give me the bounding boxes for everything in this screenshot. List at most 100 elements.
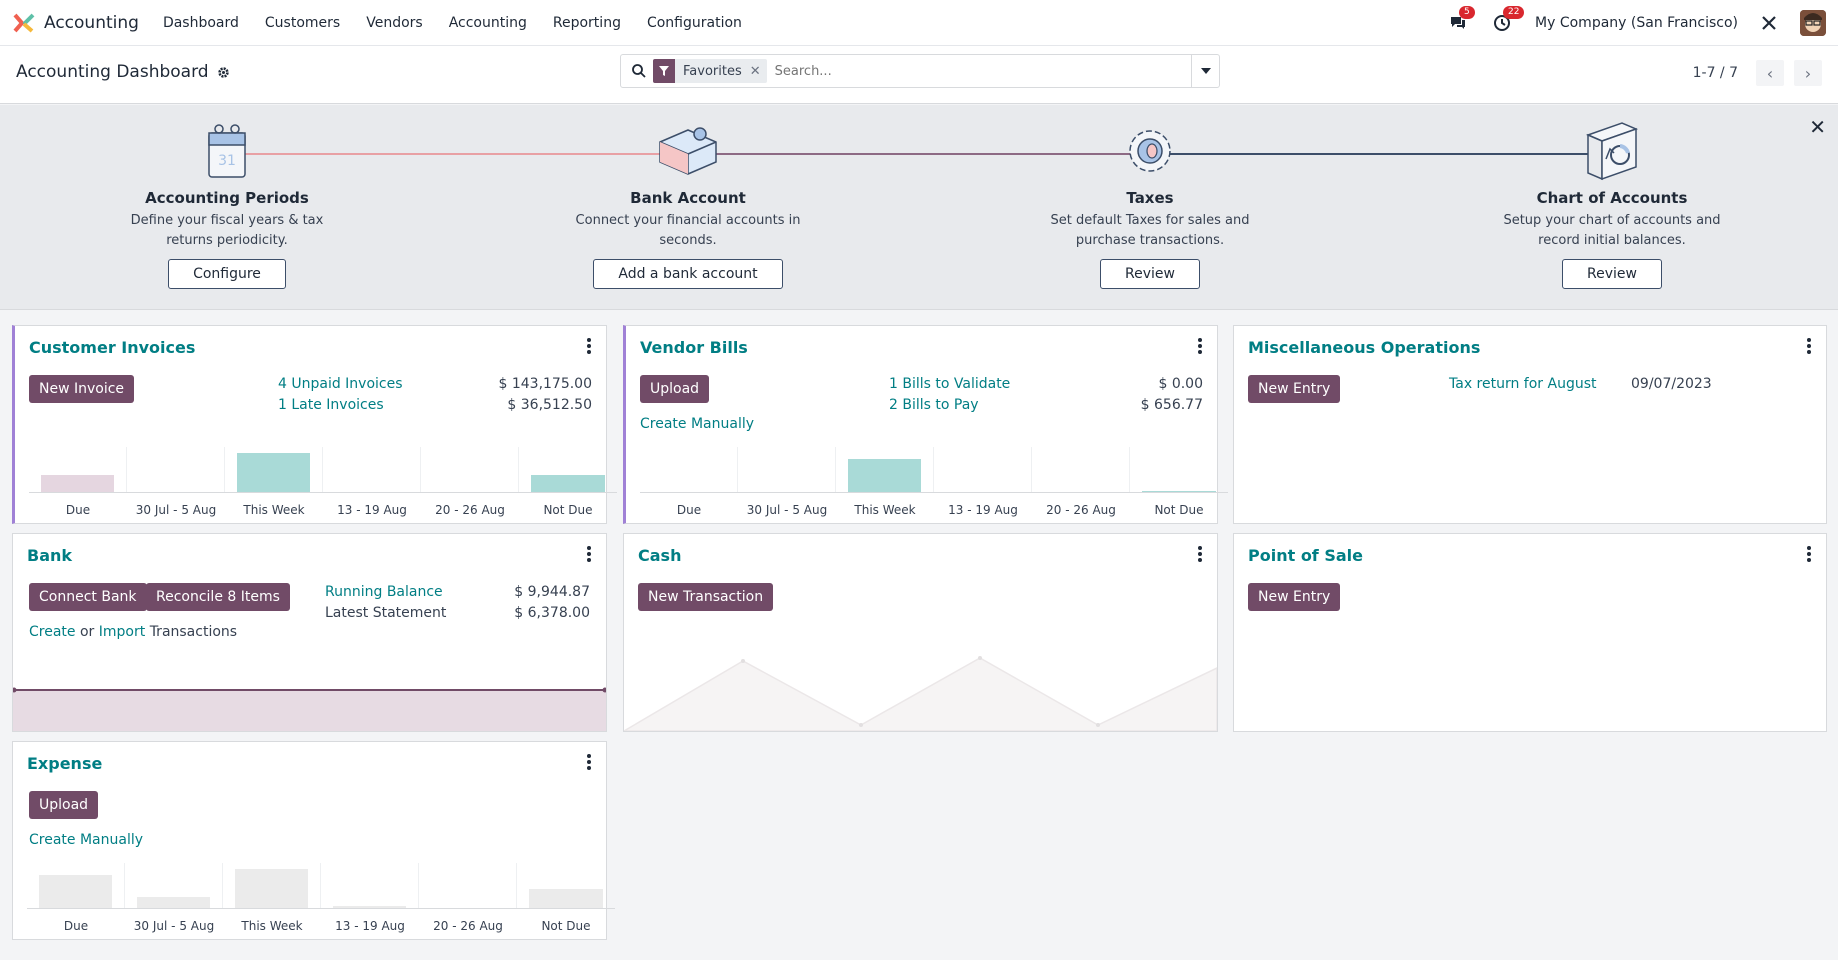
- nav-vendors[interactable]: Vendors: [366, 14, 423, 31]
- card-title[interactable]: Bank: [27, 546, 73, 565]
- nav-accounting[interactable]: Accounting: [448, 14, 527, 31]
- onboarding-step-taxes: Taxes Set default Taxes for sales and pu…: [1000, 117, 1300, 289]
- chart-bar[interactable]: [531, 475, 605, 493]
- nav-configuration[interactable]: Configuration: [646, 14, 742, 31]
- bills-to-validate-amount: $ 0.00: [1158, 376, 1203, 392]
- card-title[interactable]: Expense: [27, 754, 103, 773]
- search-icon[interactable]: [631, 63, 647, 79]
- tax-return-link[interactable]: Tax return for August: [1449, 376, 1597, 392]
- chart-x-label: This Week: [243, 503, 305, 517]
- chart-bar[interactable]: [39, 875, 112, 909]
- search-options-toggle[interactable]: [1191, 54, 1219, 88]
- chart-column: [1032, 447, 1130, 493]
- chart-bar[interactable]: [235, 869, 308, 909]
- nav-reporting[interactable]: Reporting: [552, 14, 621, 31]
- pager-previous-button[interactable]: ‹: [1756, 60, 1784, 86]
- add-bank-account-button[interactable]: Add a bank account: [593, 259, 783, 289]
- card-menu-kebab-icon[interactable]: [1197, 546, 1203, 562]
- top-navbar: Accounting Dashboard Customers Vendors A…: [0, 0, 1838, 46]
- taxes-review-button[interactable]: Review: [1100, 259, 1200, 289]
- reconcile-items-button[interactable]: Reconcile 8 Items: [146, 583, 290, 611]
- chart-bar[interactable]: [848, 459, 921, 493]
- unpaid-invoices-link[interactable]: 4 Unpaid Invoices: [278, 376, 403, 392]
- bills-to-pay-link[interactable]: 2 Bills to Pay: [889, 397, 979, 413]
- card-title[interactable]: Customer Invoices: [29, 338, 196, 357]
- new-invoice-button[interactable]: New Invoice: [29, 375, 135, 403]
- app-name[interactable]: Accounting: [44, 12, 139, 33]
- import-transactions-link[interactable]: Import: [98, 624, 146, 640]
- gear-icon[interactable]: [217, 66, 230, 79]
- upload-bill-button[interactable]: Upload: [640, 375, 710, 403]
- chat-icon: [1451, 17, 1466, 29]
- chart-of-accounts-review-button[interactable]: Review: [1562, 259, 1662, 289]
- new-entry-button[interactable]: New Entry: [1248, 375, 1341, 403]
- chart-baseline: [640, 492, 1228, 493]
- chart-bar[interactable]: [333, 905, 406, 909]
- bank-balance-area-chart[interactable]: [13, 686, 606, 731]
- avatar-face-icon: [1800, 10, 1826, 36]
- caret-down-icon: [1200, 68, 1211, 74]
- card-title[interactable]: Vendor Bills: [640, 338, 748, 357]
- cog-icon: [1129, 130, 1171, 172]
- expense-create-manually-link[interactable]: Create Manually: [29, 832, 144, 848]
- company-switcher[interactable]: My Company (San Francisco): [1535, 15, 1738, 31]
- running-balance-amount: $ 9,944.87: [514, 584, 590, 600]
- latest-statement-label: Latest Statement: [325, 605, 447, 621]
- card-title[interactable]: Cash: [638, 546, 682, 565]
- pager-next-button[interactable]: ›: [1794, 60, 1822, 86]
- expense-upload-button[interactable]: Upload: [29, 791, 99, 819]
- messages-button[interactable]: 5: [1447, 6, 1475, 34]
- bills-to-pay-amount: $ 656.77: [1140, 397, 1203, 413]
- chart-bar[interactable]: [237, 453, 310, 493]
- running-balance-link[interactable]: Running Balance: [325, 584, 443, 600]
- onboarding-step-title: Taxes: [1126, 189, 1174, 207]
- card-title[interactable]: Miscellaneous Operations: [1248, 338, 1481, 357]
- search-input[interactable]: [774, 63, 1191, 79]
- card-menu-kebab-icon[interactable]: [586, 338, 592, 354]
- chart-bar[interactable]: [137, 897, 210, 909]
- chart-x-label: Due: [65, 503, 91, 517]
- close-onboarding-icon[interactable]: ✕: [1809, 115, 1826, 139]
- nav-customers[interactable]: Customers: [264, 14, 341, 31]
- chart-column: [321, 863, 419, 909]
- chart-column: [421, 447, 519, 493]
- user-avatar[interactable]: [1800, 10, 1826, 36]
- journal-card-customer-invoices: Customer Invoices New Invoice 4 Unpaid I…: [12, 325, 617, 524]
- activities-button[interactable]: 22: [1491, 6, 1525, 34]
- chart-baseline: [27, 908, 615, 909]
- filter-icon: [653, 59, 675, 83]
- chart-x-label: This Week: [854, 503, 916, 517]
- connect-bank-button[interactable]: Connect Bank: [29, 583, 147, 611]
- facet-remove-icon[interactable]: ✕: [749, 63, 761, 79]
- nav-dashboard[interactable]: Dashboard: [162, 14, 239, 31]
- chart-column: [1130, 447, 1228, 493]
- chart-x-label: Due: [63, 919, 89, 933]
- onboarding-step-chart-of-accounts: Chart of Accounts Setup your chart of ac…: [1462, 117, 1762, 289]
- pager-value[interactable]: 1-7 / 7: [1692, 65, 1738, 81]
- create-manually-link[interactable]: Create Manually: [640, 416, 755, 432]
- app-logo-icon[interactable]: [12, 11, 36, 35]
- configure-button[interactable]: Configure: [168, 259, 286, 289]
- card-menu-kebab-icon[interactable]: [1806, 546, 1812, 562]
- card-menu-kebab-icon[interactable]: [1806, 338, 1812, 354]
- card-menu-kebab-icon[interactable]: [1197, 338, 1203, 354]
- bills-to-validate-link[interactable]: 1 Bills to Validate: [889, 376, 1011, 392]
- card-menu-kebab-icon[interactable]: [586, 754, 592, 770]
- card-title[interactable]: Point of Sale: [1248, 546, 1363, 565]
- bank-create-import-line: Create or Import Transactions: [29, 624, 237, 640]
- create-transaction-link[interactable]: Create: [29, 624, 76, 640]
- onboarding-step-description: Setup your chart of accounts and record …: [1503, 213, 1721, 248]
- svg-text:31: 31: [218, 153, 236, 169]
- new-transaction-button[interactable]: New Transaction: [638, 583, 774, 611]
- chart-bar[interactable]: [529, 889, 603, 909]
- chart-x-label: 20 - 26 Aug: [1046, 503, 1116, 517]
- late-invoices-link[interactable]: 1 Late Invoices: [278, 397, 384, 413]
- card-menu-kebab-icon[interactable]: [586, 546, 592, 562]
- chart-x-label: This Week: [241, 919, 303, 933]
- chart-bar[interactable]: [41, 475, 114, 493]
- chart-column: [419, 863, 517, 909]
- cash-sample-area-chart[interactable]: [624, 653, 1217, 731]
- pos-new-entry-button[interactable]: New Entry: [1248, 583, 1341, 611]
- chart-column: [323, 447, 421, 493]
- debug-tools-icon[interactable]: [1760, 14, 1778, 32]
